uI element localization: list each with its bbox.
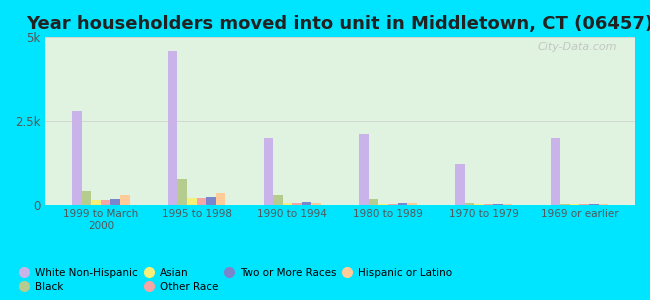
Bar xyxy=(196,198,206,205)
Bar xyxy=(493,204,503,205)
Bar xyxy=(378,203,388,205)
Bar xyxy=(101,200,111,205)
Bar xyxy=(120,195,129,205)
Bar xyxy=(311,202,321,205)
Bar xyxy=(580,204,589,205)
Bar xyxy=(551,138,560,205)
Bar xyxy=(216,193,226,205)
Bar xyxy=(398,203,407,205)
Title: Year householders moved into unit in Middletown, CT (06457): Year householders moved into unit in Mid… xyxy=(27,15,650,33)
Bar xyxy=(359,134,369,205)
Bar xyxy=(264,138,273,205)
Bar xyxy=(302,202,311,205)
Bar xyxy=(168,51,177,205)
Bar xyxy=(407,203,417,205)
Bar xyxy=(455,164,465,205)
Legend: White Non-Hispanic, Black, Asian, Other Race, Two or More Races, Hispanic or Lat: White Non-Hispanic, Black, Asian, Other … xyxy=(18,265,456,295)
Bar xyxy=(474,204,484,205)
Bar xyxy=(111,199,120,205)
Bar xyxy=(560,203,570,205)
Bar xyxy=(72,111,82,205)
Bar xyxy=(82,191,91,205)
Bar xyxy=(388,203,398,205)
Bar xyxy=(91,200,101,205)
Bar xyxy=(273,195,283,205)
Bar xyxy=(589,204,599,205)
Bar xyxy=(369,199,378,205)
Text: City-Data.com: City-Data.com xyxy=(538,42,618,52)
Bar xyxy=(283,203,292,205)
Bar xyxy=(177,179,187,205)
Bar xyxy=(206,197,216,205)
Bar xyxy=(292,203,302,205)
Bar xyxy=(187,198,196,205)
Bar xyxy=(570,204,580,205)
Bar xyxy=(484,204,493,205)
Bar xyxy=(599,204,608,205)
Bar xyxy=(465,203,474,205)
Bar xyxy=(503,204,512,205)
